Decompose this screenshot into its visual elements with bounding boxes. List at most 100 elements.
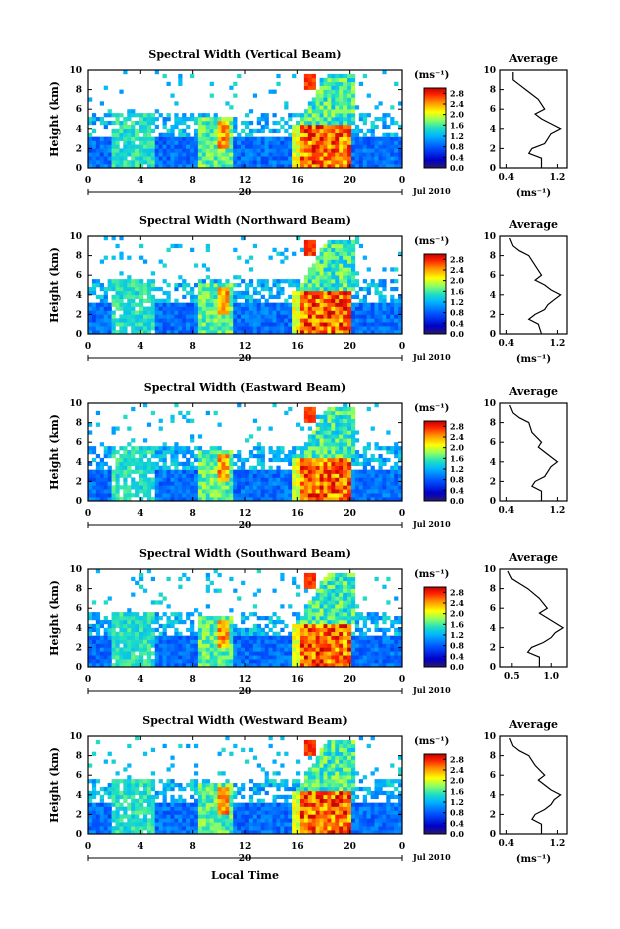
heatmap-cell — [339, 140, 344, 145]
heatmap-cell — [119, 469, 124, 474]
heatmap-cell — [119, 89, 124, 94]
heatmap-cell — [95, 493, 101, 498]
heatmap-cell — [225, 279, 230, 284]
heatmap-cell — [135, 446, 140, 451]
heatmap-cell — [88, 493, 93, 498]
heatmap-cell — [303, 663, 309, 668]
heatmap-cell — [382, 322, 387, 327]
heatmap-cell — [111, 148, 116, 153]
heatmap-cell — [225, 140, 230, 145]
heatmap-cell — [205, 164, 210, 169]
heatmap-cell — [248, 489, 254, 494]
heatmap-cell — [299, 623, 305, 629]
heatmap-cell — [366, 152, 371, 157]
heatmap-cell — [370, 136, 375, 141]
heatmap-cell — [394, 160, 399, 165]
heatmap-cell — [158, 481, 163, 486]
heatmap-cell — [139, 124, 144, 130]
heatmap-cell — [327, 290, 332, 296]
heatmap-cell — [339, 290, 344, 296]
heatmap-cell — [268, 635, 273, 640]
heatmap-cell — [182, 639, 187, 644]
heatmap-cell — [339, 596, 344, 601]
heatmap-cell — [311, 453, 316, 459]
heatmap-cell — [280, 604, 285, 609]
heatmap-cell — [335, 120, 340, 126]
heatmap-cell — [205, 663, 210, 668]
heatmap-cell — [146, 144, 152, 149]
heatmap-cell — [299, 485, 305, 490]
heatmap-cell — [315, 302, 320, 307]
heatmap-cell — [335, 243, 340, 249]
heatmap-cell — [213, 283, 218, 288]
heatmap-cell — [390, 489, 395, 494]
heatmap-cell — [88, 450, 93, 455]
heatmap-cell — [303, 73, 309, 79]
heatmap-cell — [209, 659, 214, 664]
heatmap-cell — [296, 326, 301, 331]
heatmap-cell — [197, 651, 203, 656]
heatmap-cell — [241, 128, 246, 134]
heatmap-cell — [288, 450, 293, 455]
heatmap-ylabel: Height (km) — [48, 414, 61, 490]
heatmap-cell — [307, 156, 313, 161]
heatmap-cell — [233, 469, 238, 474]
heatmap-cell — [245, 473, 250, 478]
heatmap-cell — [107, 310, 112, 315]
heatmap-cell — [190, 477, 195, 482]
heatmap-cell — [174, 302, 179, 307]
heatmap-cell — [378, 663, 383, 668]
heatmap-cell — [170, 635, 175, 640]
heatmap-cell — [268, 89, 273, 94]
heatmap-cell — [135, 136, 140, 141]
heatmap-cell — [142, 156, 148, 161]
heatmap-cell — [107, 160, 112, 165]
heatmap-cell — [213, 497, 218, 502]
heatmap-cell — [127, 426, 132, 431]
heatmap-cell — [170, 156, 175, 161]
heatmap-cell — [174, 446, 179, 451]
heatmap-cell — [88, 326, 93, 331]
heatmap-cell — [237, 73, 242, 79]
heatmap-cell — [398, 326, 403, 331]
heatmap-cell — [154, 302, 159, 307]
heatmap-cell — [217, 132, 222, 137]
heatmap-cell — [241, 144, 246, 149]
average-title: Average — [508, 52, 558, 65]
heatmap-cell — [88, 643, 93, 648]
heatmap-cell — [225, 627, 230, 633]
heatmap-cell — [158, 322, 163, 327]
heatmap-cell — [288, 326, 293, 331]
heatmap-cell — [343, 584, 348, 589]
x-tick-label: 12 — [239, 675, 252, 685]
colorbar-tick-label: 1.6 — [450, 453, 464, 463]
date-label: Jul 2010 — [412, 519, 451, 529]
x-tick-label: 20 — [343, 342, 356, 352]
heatmap-cell — [354, 635, 360, 640]
heatmap-cell — [366, 442, 371, 447]
heatmap-cell — [182, 330, 187, 335]
heatmap-cell — [201, 263, 207, 268]
heatmap-cell — [315, 651, 320, 656]
heatmap-cell — [107, 322, 112, 327]
heatmap-cell — [335, 450, 340, 455]
heatmap-cell — [292, 132, 297, 137]
heatmap-cell — [299, 286, 305, 292]
heatmap-cell — [327, 286, 332, 292]
heatmap-cell — [154, 136, 159, 141]
heatmap-cell — [154, 286, 159, 292]
heatmap-cell — [107, 164, 112, 169]
heatmap-cell — [315, 422, 320, 427]
heatmap-cell — [91, 310, 97, 315]
heatmap-cell — [292, 485, 297, 490]
heatmap-cell — [398, 164, 403, 169]
heatmap-cell — [347, 651, 352, 656]
heatmap-cell — [343, 117, 348, 122]
heatmap-cell — [166, 283, 171, 288]
heatmap-cell — [335, 314, 340, 319]
heatmap-cell — [135, 485, 140, 490]
heatmap-cell — [264, 473, 269, 478]
heatmap-cell — [280, 572, 285, 578]
heatmap-cell — [347, 422, 352, 427]
heatmap-cell — [350, 109, 356, 114]
